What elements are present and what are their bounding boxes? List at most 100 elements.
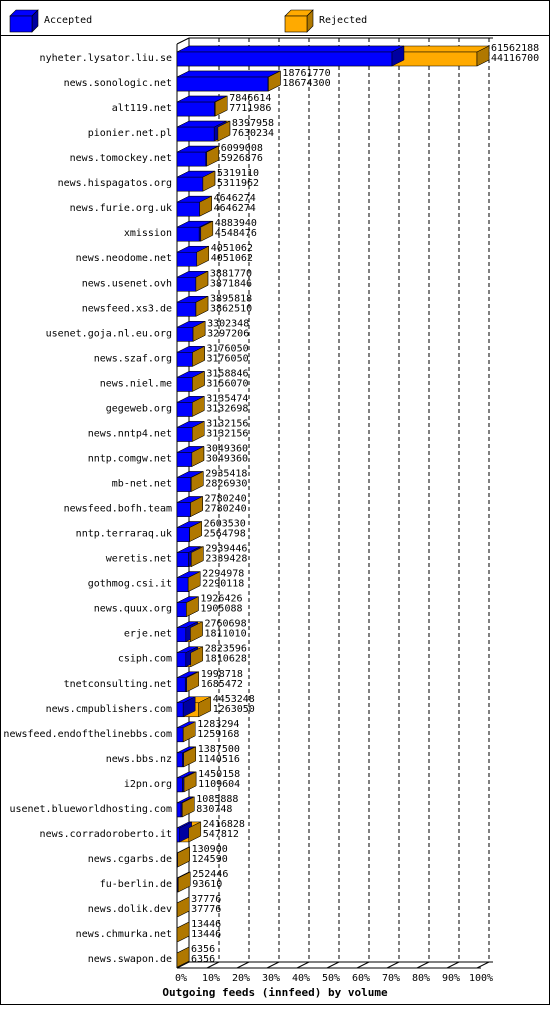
x-tick-label: 20% — [232, 973, 250, 984]
value-label: 1259168 — [197, 729, 239, 740]
bar — [177, 478, 191, 492]
y-tick-label: news.quux.org — [94, 604, 172, 615]
bar — [177, 778, 182, 792]
legend-label: Rejected — [319, 15, 367, 26]
value-label: 2564798 — [204, 529, 246, 540]
y-tick-label: news.neodome.net — [76, 253, 172, 264]
value-label: 6356 — [191, 954, 215, 965]
x-tick-label: 80% — [412, 973, 430, 984]
bar-side — [177, 922, 189, 942]
value-label: 3132156 — [206, 428, 248, 439]
value-label: 830748 — [196, 804, 232, 815]
x-tick-depth — [297, 962, 309, 968]
value-label: 7630234 — [232, 128, 274, 139]
bar — [177, 452, 192, 466]
bar — [177, 578, 188, 592]
x-tick-label: 40% — [292, 973, 310, 984]
x-tick-label: 50% — [322, 973, 340, 984]
bar — [177, 628, 186, 642]
y-tick-label: pionier.net.pl — [88, 128, 172, 139]
x-tick-label: 60% — [352, 973, 370, 984]
y-tick-label: usenet.blueworldhosting.com — [9, 804, 172, 815]
x-tick-label: 10% — [202, 973, 220, 984]
y-tick-label: news.hispagatos.org — [58, 178, 172, 189]
value-label: 1263050 — [213, 704, 255, 715]
bar — [177, 177, 203, 191]
value-label: 93610 — [192, 879, 222, 890]
y-tick-label: i2pn.org — [124, 779, 172, 790]
bar — [177, 678, 185, 692]
value-label: 37776 — [191, 904, 221, 915]
legend-label: Accepted — [44, 15, 92, 26]
bar — [177, 803, 181, 817]
value-label: 7711986 — [229, 103, 271, 114]
bar-side — [178, 847, 190, 867]
y-tick-label: nyheter.lysator.liu.se — [40, 53, 172, 64]
value-label: 2780240 — [205, 504, 247, 515]
value-label: 547812 — [203, 829, 239, 840]
bar — [177, 377, 192, 391]
bar — [177, 327, 193, 341]
y-tick-label: news.chmurka.net — [76, 929, 172, 940]
y-tick-label: mb-net.net — [112, 479, 172, 490]
value-label: 2290118 — [202, 579, 244, 590]
x-tick-label: 30% — [262, 973, 280, 984]
y-tick-label: nntp.terraraq.uk — [76, 529, 172, 540]
y-tick-label: news.dolik.dev — [88, 904, 172, 915]
y-tick-label: news.nntp4.net — [88, 428, 172, 439]
bar — [177, 202, 200, 216]
value-label: 1811010 — [204, 629, 246, 640]
bar — [177, 77, 268, 91]
y-tick-label: csiph.com — [118, 654, 172, 665]
y-tick-label: usenet.goja.nl.eu.org — [46, 328, 172, 339]
bar — [177, 653, 186, 667]
bar-side — [177, 947, 189, 967]
bar — [177, 152, 206, 166]
bar — [177, 703, 183, 717]
bar — [177, 127, 214, 141]
x-tick-label: 0% — [175, 973, 187, 984]
value-label: 5926876 — [221, 153, 263, 164]
bar — [177, 302, 196, 316]
value-label: 4646274 — [214, 203, 256, 214]
bar-side — [178, 872, 190, 892]
value-label: 2339428 — [205, 554, 247, 565]
y-tick-label: news.szaf.org — [94, 353, 172, 364]
x-tick-depth — [267, 962, 279, 968]
value-label: 124590 — [192, 854, 228, 865]
legend-swatch — [285, 16, 307, 32]
x-tick-depth — [387, 962, 399, 968]
y-tick-label: news.cgarbs.de — [88, 854, 172, 865]
y-tick-label: erje.net — [124, 629, 172, 640]
y-tick-label: newsfeed.endofthelinebbs.com — [3, 729, 172, 740]
x-tick-depth — [237, 962, 249, 968]
value-label: 2826930 — [205, 479, 247, 490]
y-tick-label: news.bbs.nz — [106, 754, 172, 765]
y-tick-label: xmission — [124, 228, 172, 239]
bar-side — [177, 897, 189, 917]
x-tick-label: 90% — [442, 973, 460, 984]
y-tick-label: news.tomockey.net — [70, 153, 172, 164]
bar — [177, 52, 392, 66]
value-label: 1905088 — [200, 604, 242, 615]
y-tick-label: newsfeed.bofh.team — [64, 504, 172, 515]
y-tick-label: news.furie.org.uk — [70, 203, 172, 214]
bar — [177, 503, 191, 517]
value-label: 1109604 — [198, 779, 240, 790]
value-label: 3049360 — [206, 453, 248, 464]
bar — [177, 603, 186, 617]
bar — [177, 352, 192, 366]
y-tick-label: news.usenet.ovh — [82, 278, 172, 289]
y-tick-label: weretis.net — [106, 554, 172, 565]
y-tick-label: news.sonologic.net — [64, 78, 172, 89]
y-tick-label: gothmog.csi.it — [88, 579, 172, 590]
x-tick-label: 100% — [469, 973, 493, 984]
bar — [177, 102, 215, 116]
value-label: 18674300 — [282, 78, 330, 89]
legend-swatch — [10, 16, 32, 32]
y-tick-label: tnetconsulting.net — [64, 679, 172, 690]
y-tick-label: alt119.net — [112, 103, 172, 114]
chart-title: Outgoing feeds (innfeed) by volume — [162, 986, 388, 999]
